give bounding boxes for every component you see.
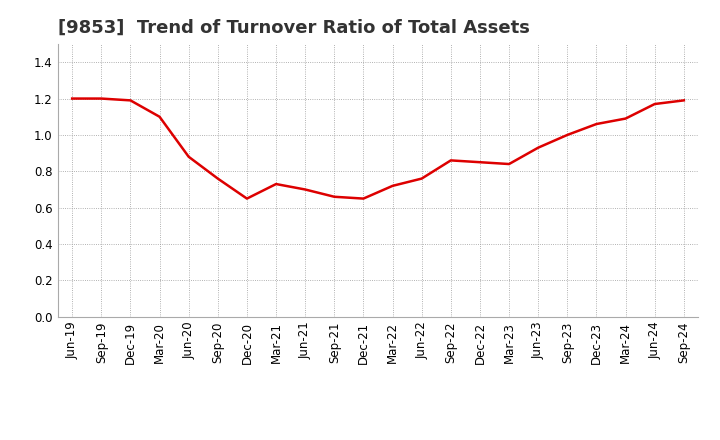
Text: [9853]  Trend of Turnover Ratio of Total Assets: [9853] Trend of Turnover Ratio of Total …	[58, 19, 529, 37]
